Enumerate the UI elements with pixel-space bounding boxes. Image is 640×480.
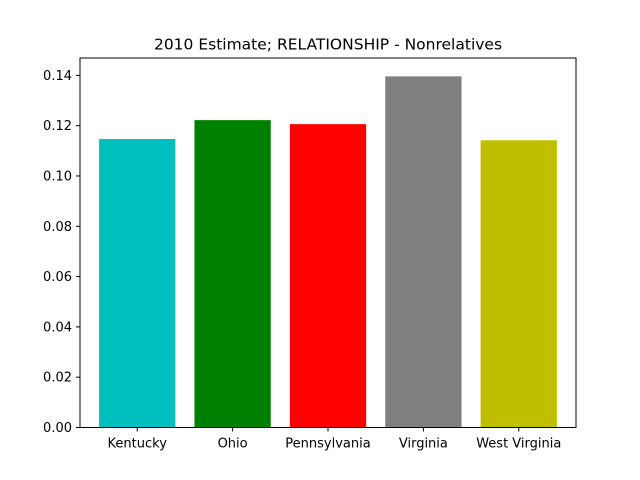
y-tick-label: 0.04 [43, 320, 72, 335]
y-tick-label: 0.12 [43, 119, 72, 134]
bars-group [99, 76, 557, 428]
x-tick-label: Virginia [399, 437, 448, 452]
bar-pennsylvania [289, 124, 367, 428]
x-tick-label: Kentucky [108, 437, 168, 452]
y-tick-label: 0.14 [43, 69, 72, 84]
y-tick-label: 0.08 [43, 220, 72, 235]
y-axis: 0.00 0.02 0.04 0.06 0.08 0.10 0.12 0.14 [43, 69, 80, 436]
bar-kentucky [99, 138, 176, 428]
bar-ohio [194, 120, 271, 428]
y-tick-label: 0.06 [43, 270, 72, 285]
bar-virginia [385, 76, 462, 428]
y-tick-label: 0.10 [43, 169, 72, 184]
y-tick-label: 0.00 [43, 421, 72, 436]
y-tick-label: 0.02 [43, 371, 72, 386]
axes-frame [79, 57, 577, 428]
x-tick-label: Pennsylvania [285, 437, 370, 452]
x-axis: Kentucky Ohio Pennsylvania Virginia West Vir… [108, 427, 561, 452]
x-tick-label: Ohio [218, 437, 248, 452]
chart-title: 2010 Estimate; RELATIONSHIP - Nonrelativ… [154, 36, 502, 54]
x-tick-label: West Virginia [476, 437, 561, 452]
bar-west-virginia [480, 140, 557, 428]
